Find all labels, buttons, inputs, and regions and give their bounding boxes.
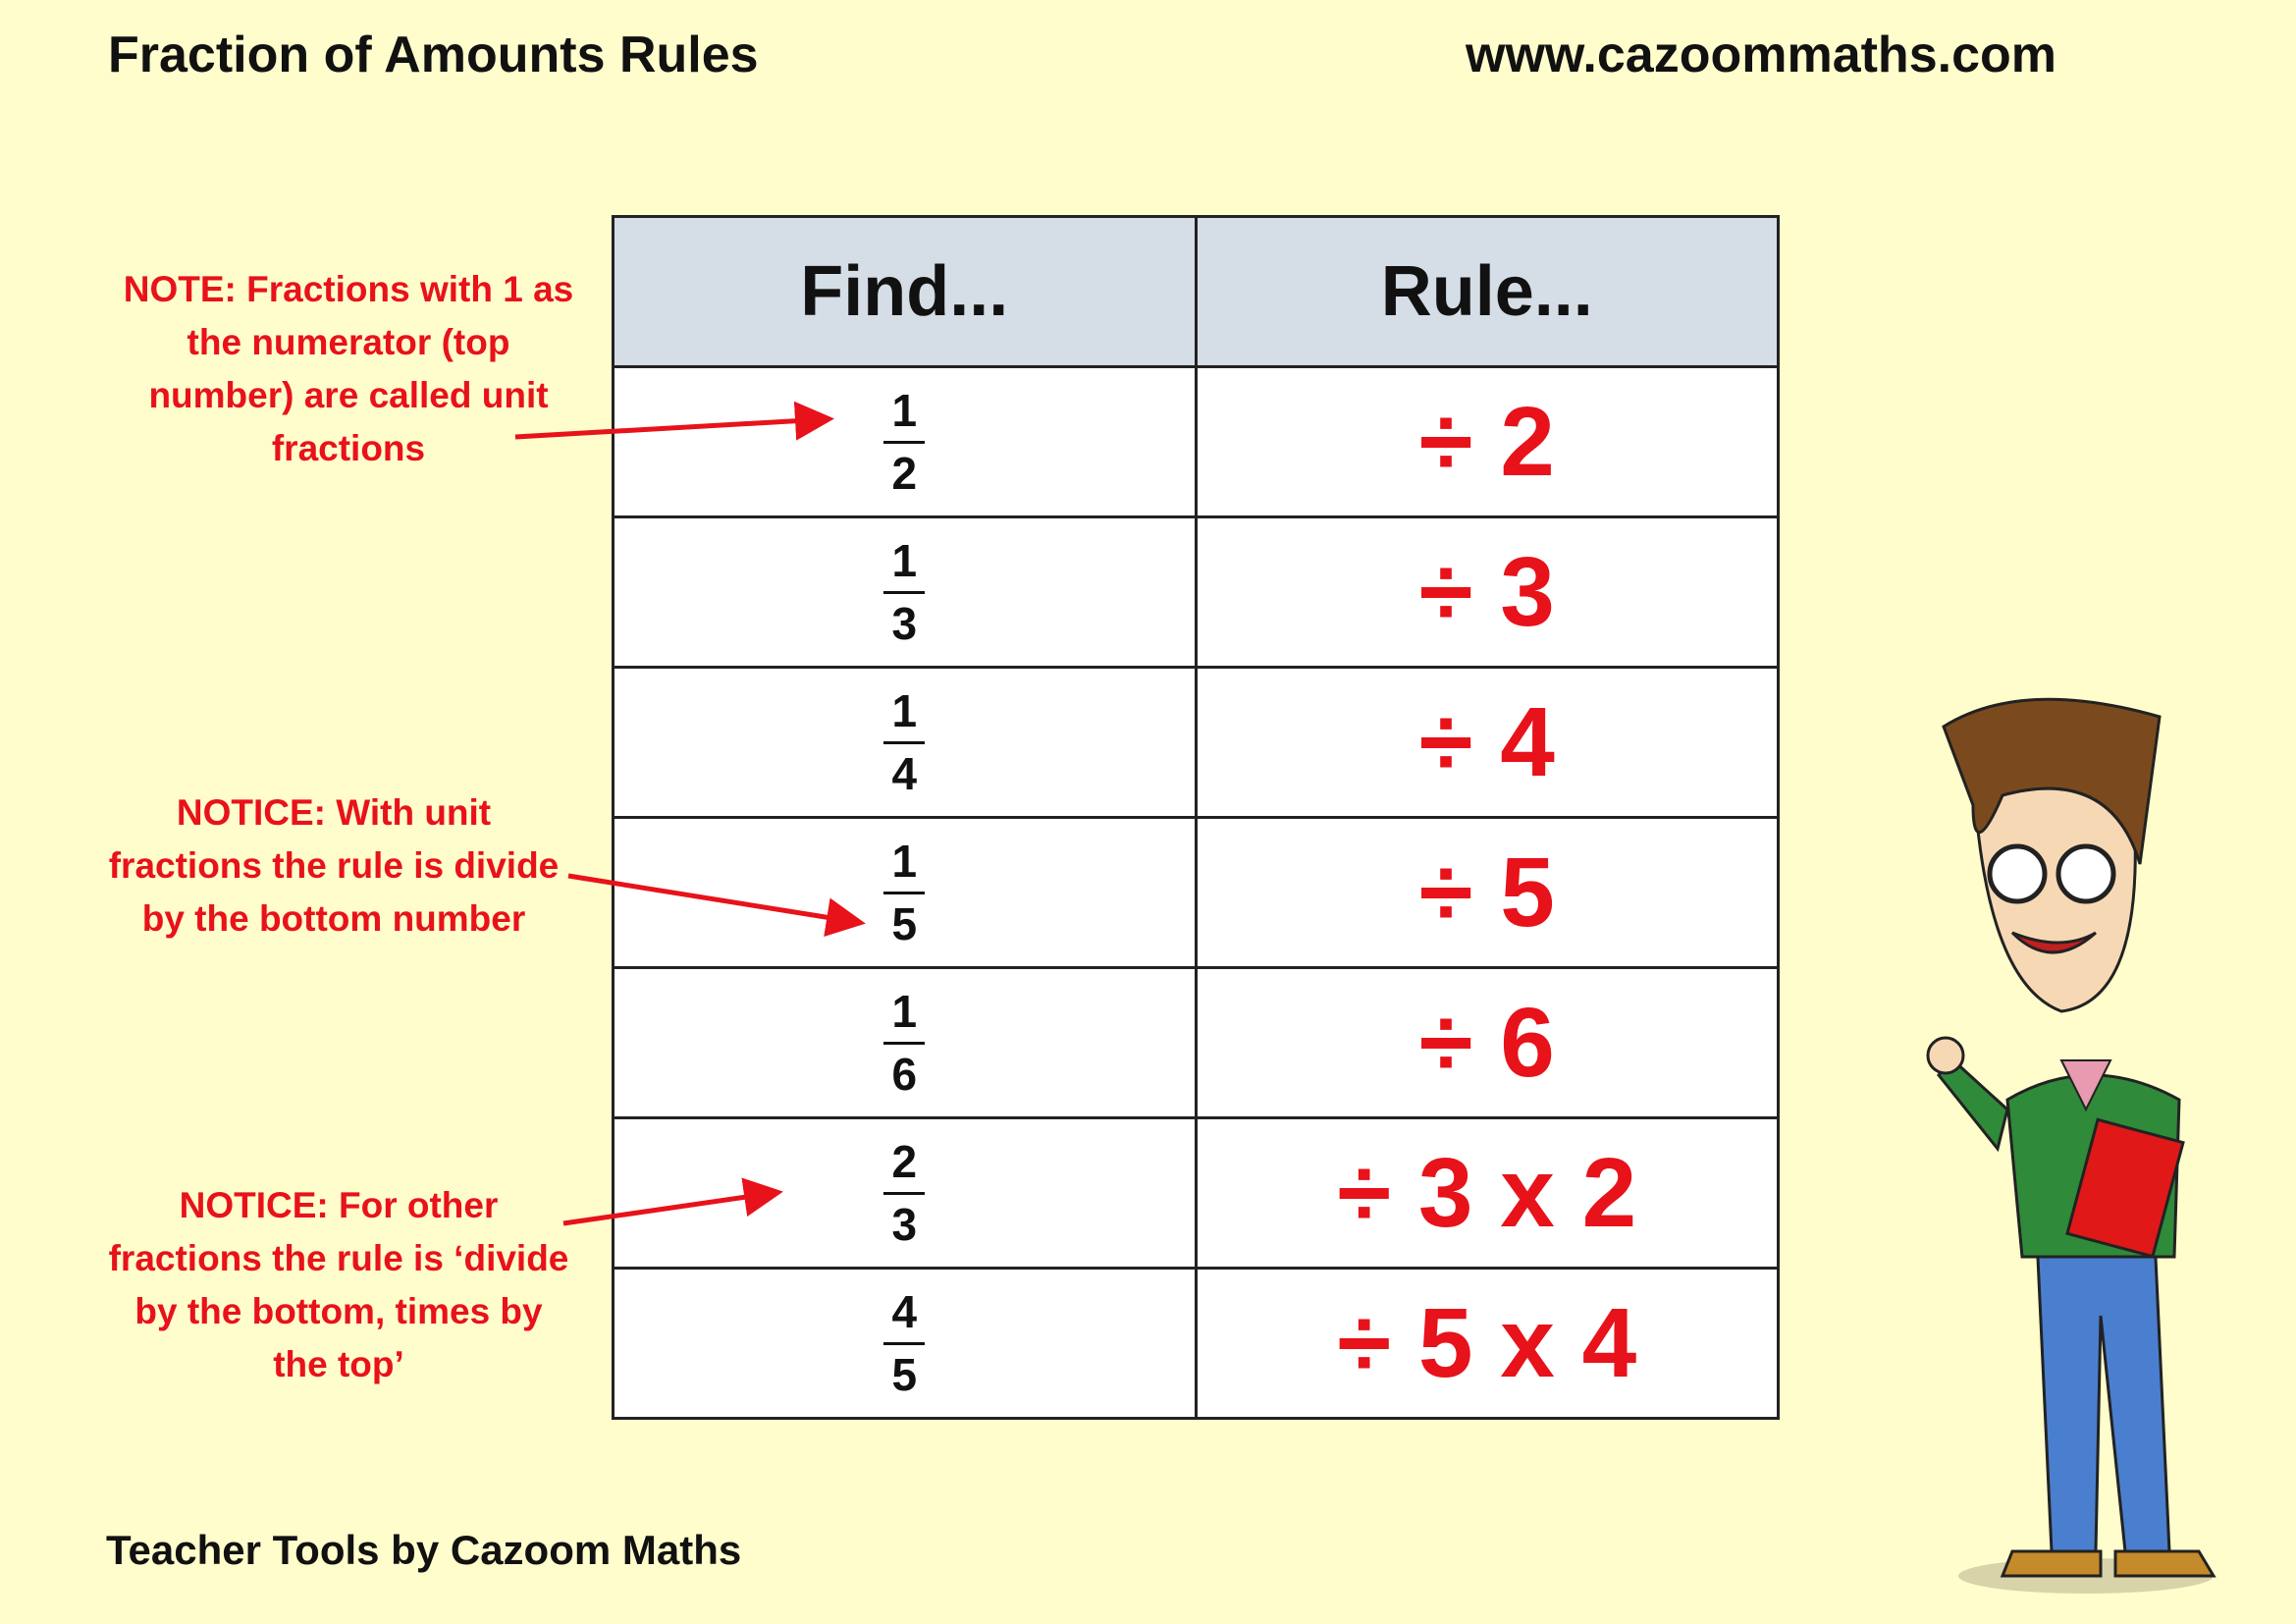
rule-cell: ÷ 5 <box>1194 816 1780 969</box>
notice-other-rule: NOTICE: For other fractions the rule is … <box>108 1185 569 1384</box>
rule-cell: ÷ 6 <box>1194 966 1780 1119</box>
arrow-1 <box>514 401 834 441</box>
rule-text: ÷ 3 <box>1418 536 1555 647</box>
rule-text: ÷ 4 <box>1418 686 1555 797</box>
denominator: 4 <box>891 747 918 799</box>
denominator: 5 <box>891 1348 918 1400</box>
denominator: 3 <box>891 1198 918 1250</box>
fraction-bar <box>883 740 926 744</box>
rule-text: ÷ 3 x 2 <box>1337 1137 1637 1248</box>
fraction-bar <box>883 1041 926 1045</box>
rule-text: ÷ 2 <box>1418 386 1555 497</box>
numerator: 2 <box>891 1136 918 1188</box>
denominator: 6 <box>891 1048 918 1100</box>
rules-table: Find... Rule... 1 2 ÷ 2 1 3 ÷ 3 1 4 ÷ 4 1 5 ÷ 5 1 6 ÷ … <box>612 215 1780 1420</box>
table-row: 1 6 ÷ 6 <box>612 966 1780 1119</box>
footer-credit: Teacher Tools by Cazoom Maths <box>106 1527 742 1573</box>
page-title: Fraction of Amounts Rules <box>108 27 759 83</box>
table-row: 2 3 ÷ 3 x 2 <box>612 1116 1780 1270</box>
numerator: 1 <box>891 385 918 437</box>
rule-cell: ÷ 4 <box>1194 666 1780 819</box>
fraction-bar <box>883 1341 926 1345</box>
column-header-find: Find... <box>612 215 1198 368</box>
rule-cell: ÷ 3 <box>1194 515 1780 669</box>
numerator: 1 <box>891 986 918 1038</box>
note-unit-fractions: NOTE: Fractions with 1 as the numerator … <box>123 269 574 468</box>
teacher-cartoon-icon <box>1926 697 2216 1594</box>
rule-text: ÷ 5 <box>1418 837 1555 947</box>
denominator: 2 <box>891 447 918 499</box>
table-row: 1 4 ÷ 4 <box>612 666 1780 819</box>
numerator: 1 <box>891 836 918 888</box>
table-row: 4 5 ÷ 5 x 4 <box>612 1267 1780 1420</box>
numerator: 1 <box>891 535 918 587</box>
rule-text: ÷ 5 x 4 <box>1337 1287 1637 1398</box>
rule-cell: ÷ 3 x 2 <box>1194 1116 1780 1270</box>
denominator: 5 <box>891 897 918 949</box>
table-row: 1 3 ÷ 3 <box>612 515 1780 669</box>
arrow-2 <box>567 873 866 937</box>
notice-unit-rule: NOTICE: With unit fractions the rule is … <box>108 792 560 939</box>
arrow-3 <box>562 1177 783 1226</box>
denominator: 3 <box>891 597 918 649</box>
table-row: 1 2 ÷ 2 <box>612 365 1780 518</box>
numerator: 4 <box>891 1286 918 1338</box>
fraction-bar <box>883 891 926 894</box>
rule-text: ÷ 6 <box>1418 987 1555 1098</box>
rule-cell: ÷ 2 <box>1194 365 1780 518</box>
fraction-bar <box>883 590 926 594</box>
fraction-bar <box>883 1191 926 1195</box>
numerator: 1 <box>891 685 918 737</box>
fraction-bar <box>883 440 926 444</box>
website-url: www.cazoommaths.com <box>1466 27 2056 83</box>
rule-cell: ÷ 5 x 4 <box>1194 1267 1780 1420</box>
table-row: 1 5 ÷ 5 <box>612 816 1780 969</box>
column-header-rule: Rule... <box>1194 215 1780 368</box>
